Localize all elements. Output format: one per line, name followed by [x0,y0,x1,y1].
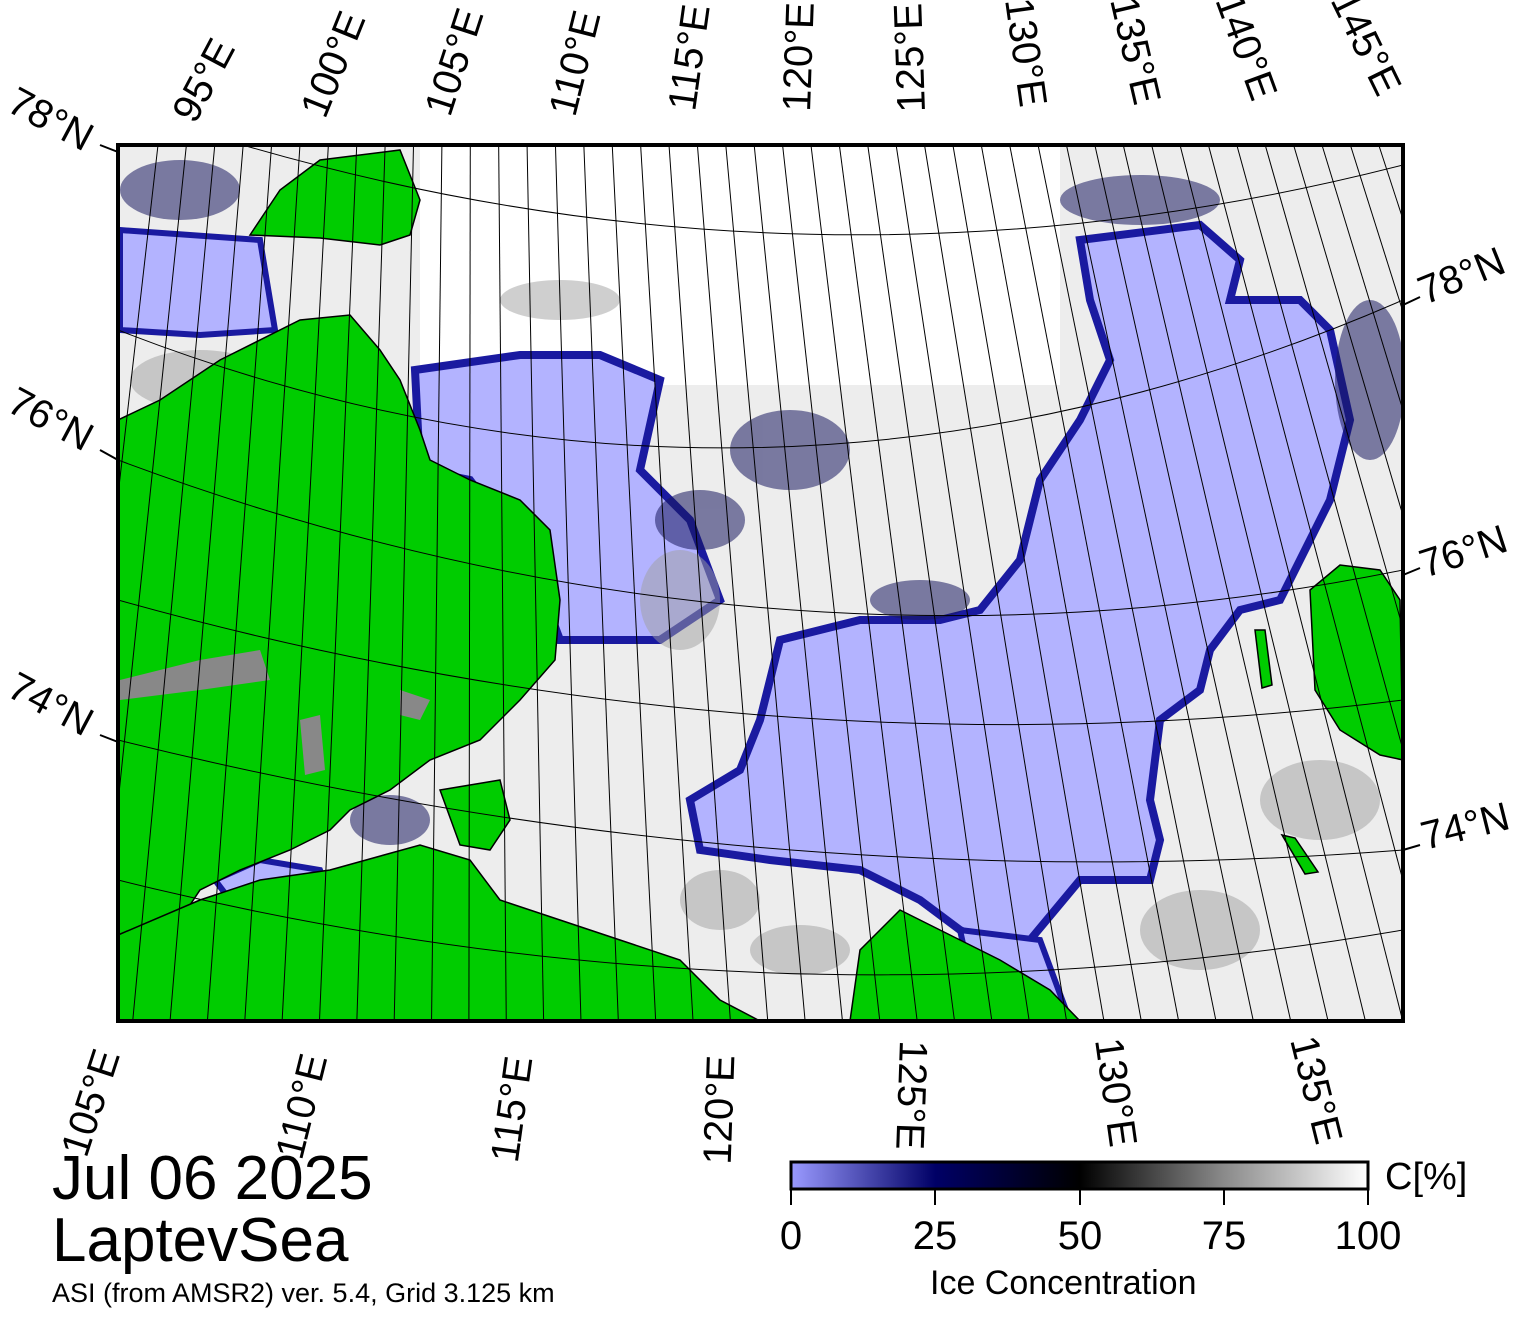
land-small-island-southeast [1280,833,1320,875]
colorbar-ticks [790,1189,1369,1205]
left-lat-label: 78°N [1,79,101,160]
meridian-line [583,145,619,1021]
meridian-line [753,145,843,1021]
colorbar-tick-label: 25 [912,1214,958,1258]
meridian-line [1094,145,1292,1021]
map-body [118,145,1403,1021]
top-lon-label: 130°E [996,0,1055,110]
right-latitude-labels: 78°N 76°N 74°N [1412,239,1514,859]
top-lon-label: 105°E [417,3,493,121]
colorbar-unit: C[%] [1385,1156,1468,1198]
meridian-line [554,145,582,1021]
meridian-line [318,145,358,1021]
top-lon-label: 120°E [775,1,823,112]
top-lon-label: 115°E [660,2,718,114]
meridian-line [1037,145,1217,1021]
data-source: ASI (from AMSR2) ver. 5.4, Grid 3.125 km [52,1278,555,1308]
marginal-ice-zones [120,160,1403,845]
top-lon-label: 140°E [1207,0,1286,106]
top-lon-label: 95°E [164,32,244,130]
meridian-line [725,145,806,1021]
frame-ticks [99,144,1421,851]
meridian-line [132,145,216,1021]
meridian-line [118,145,187,808]
colorbar-tick-label: 0 [779,1214,803,1258]
meridian-line [895,145,1030,1021]
meridian-line [1321,145,1403,412]
right-lat-label: 78°N [1412,239,1511,313]
meridian-line [980,145,1142,1021]
top-lon-label: 100°E [293,5,375,123]
meridian-line [1009,145,1180,1021]
map-frame [116,143,1405,1023]
meridian-line [526,145,545,1021]
meridian-line [640,145,694,1021]
left-latitude-labels: 78°N 76°N 74°N [1,79,101,745]
meridian-line [431,145,443,1021]
meridian-line [810,145,918,1021]
meridian-line [668,145,731,1021]
meridian-line [867,145,993,1021]
meridian-line [206,145,273,1021]
meridian-line [118,145,159,500]
meridian-line [169,145,244,1021]
meridian-line [1179,145,1403,1021]
meridian-line [1122,145,1329,1021]
right-lat-label: 76°N [1414,517,1513,586]
open-water-west-bay [118,226,279,339]
meridian-line [952,145,1105,1021]
bottom-lon-label: 130°E [1086,1035,1145,1149]
meridian-line [244,145,301,1021]
colorbar-gradient [789,1160,1370,1191]
meridian-line [924,145,1068,1021]
land-severnaya-zemlya [248,149,421,246]
land-mainland-south [118,844,761,1021]
meridian-line [782,145,881,1021]
land-new-siberian-islands [1309,564,1403,761]
meridian-line [1264,145,1403,631]
top-lon-label: 135°E [1101,0,1168,109]
meridian-line [393,145,415,1021]
right-lat-label: 74°N [1417,794,1514,858]
meridian-line [838,145,956,1021]
colorbar-tick-label: 50 [1057,1214,1103,1258]
meridian-line [498,145,507,1021]
top-lon-label: 125°E [886,2,934,113]
meridian-line [1349,145,1403,314]
meridian-line [356,145,386,1021]
meridian-line [1151,145,1366,1021]
land-small-island-east [1254,629,1273,689]
meridian-line [1065,145,1254,1021]
meridian-line [468,145,471,1021]
land-taymyr [118,314,561,936]
land-peninsula-mid [438,779,511,851]
meridians [118,145,1403,1021]
meridian-line [611,145,657,1021]
pack-ice-north [420,145,1060,385]
meridian-line [696,145,769,1021]
land-grey-inland [120,650,430,775]
bottom-lon-label: 125°E [887,1040,935,1151]
colorbar-tick-label: 75 [1201,1214,1247,1258]
left-lat-label: 76°N [1,379,101,460]
meridian-line [1236,145,1403,752]
colorbar-tick-label: 100 [1334,1214,1402,1258]
top-lon-label: 145°E [1322,0,1410,102]
meridian-line [1293,145,1403,518]
map-date: Jul 06 2025 [52,1144,373,1213]
top-lon-label: 110°E [541,6,609,120]
bottom-lon-label: 115°E [483,1053,541,1165]
bottom-longitude-labels: 105°E 110°E 115°E 120°E 125°E 130°E 135°… [53,1032,1350,1166]
map-region: LaptevSea [52,1206,349,1275]
bottom-lon-label: 120°E [696,1054,744,1165]
top-longitude-labels: 95°E 100°E 105°E 110°E 115°E 120°E 125°E… [164,0,1409,129]
left-lat-label: 74°N [1,664,101,745]
meridian-line [281,145,329,1021]
colorbar [789,1160,1370,1205]
colorbar-title: Ice Concentration [930,1264,1197,1302]
bottom-lon-label: 135°E [1281,1032,1350,1149]
